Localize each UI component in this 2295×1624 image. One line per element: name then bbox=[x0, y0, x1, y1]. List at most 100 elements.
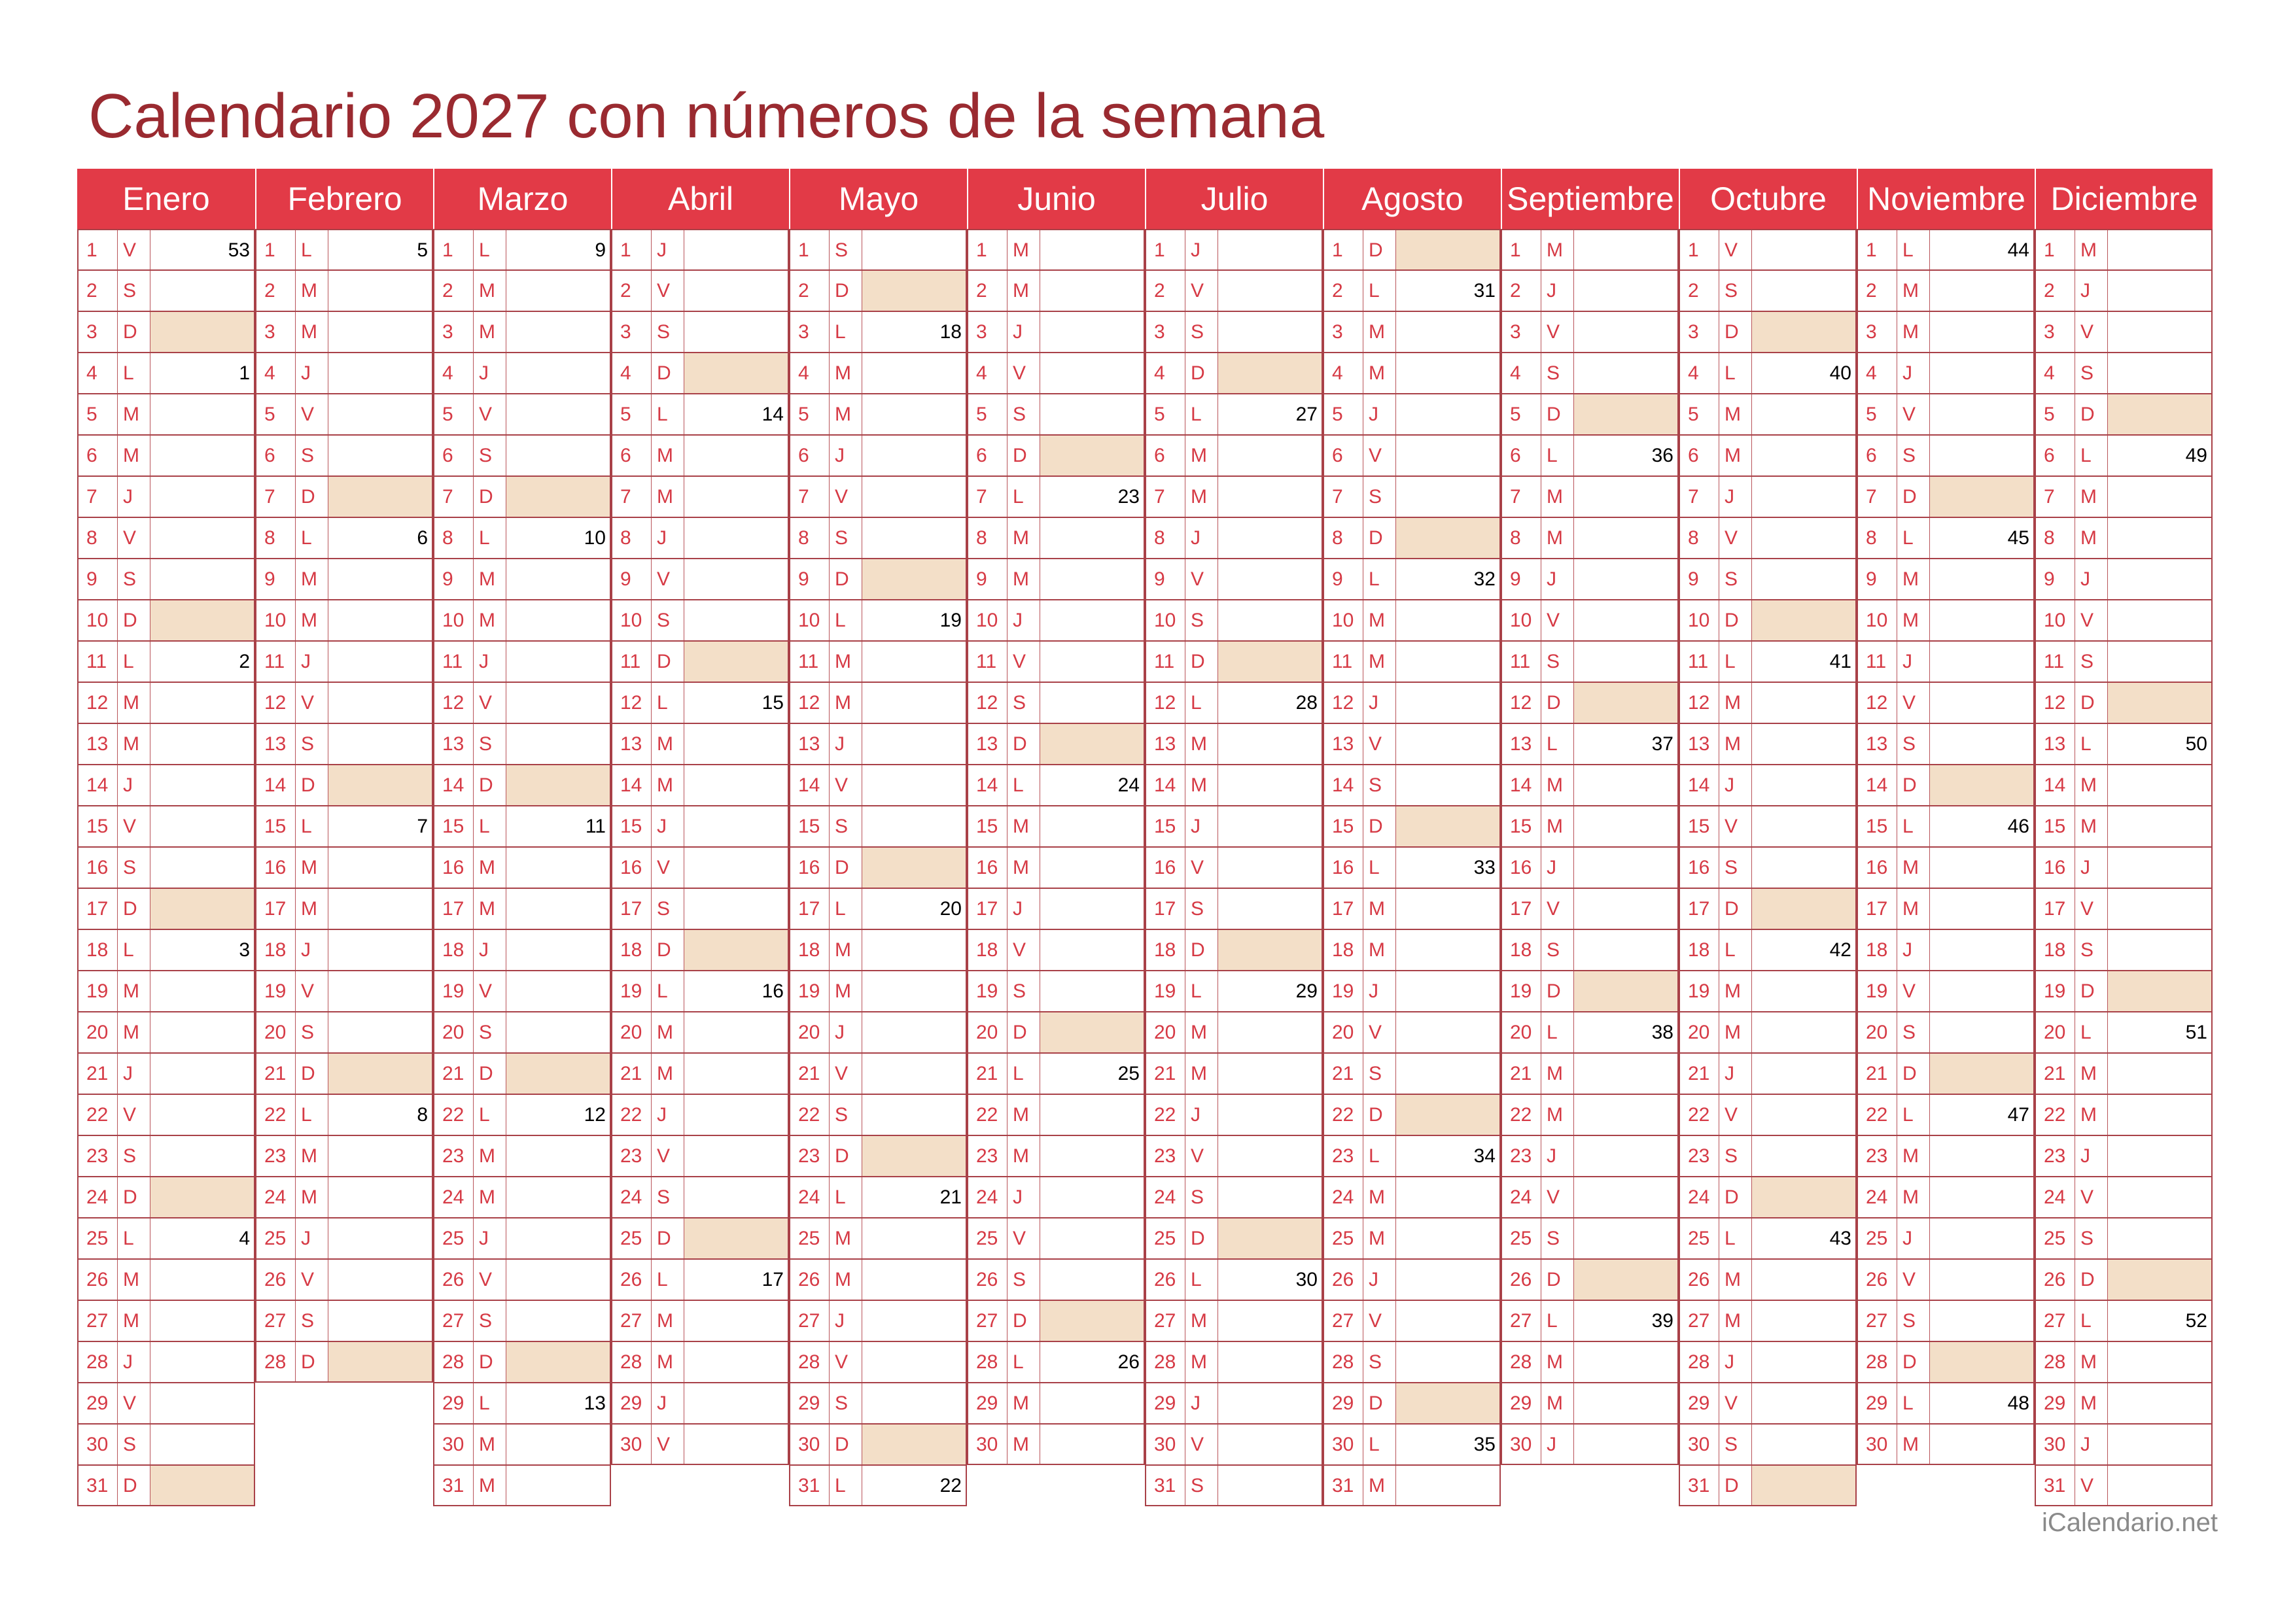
day-number: 2 bbox=[1858, 271, 1897, 311]
day-row: 30 V bbox=[1145, 1424, 1323, 1465]
weekday-letter: M bbox=[1897, 1136, 1930, 1176]
weekday-letter: M bbox=[474, 271, 506, 311]
day-row: 29 V bbox=[77, 1383, 255, 1424]
day-number: 9 bbox=[790, 559, 830, 599]
weekday-letter: D bbox=[830, 1136, 862, 1176]
day-row: 16 S bbox=[77, 847, 255, 888]
day-row: 26 J bbox=[1323, 1259, 1501, 1300]
weekday-letter: M bbox=[2075, 477, 2108, 517]
day-number: 4 bbox=[612, 353, 652, 393]
day-number: 29 bbox=[1146, 1383, 1185, 1423]
day-row: 24 M bbox=[1323, 1177, 1501, 1218]
day-number: 17 bbox=[1502, 889, 1541, 929]
week-number bbox=[506, 394, 610, 434]
week-number bbox=[1752, 1095, 1855, 1135]
day-number: 15 bbox=[434, 806, 474, 846]
week-number bbox=[506, 1342, 610, 1382]
day-number: 20 bbox=[1146, 1012, 1185, 1052]
day-row: 23 M bbox=[1857, 1135, 2035, 1177]
weekday-letter: L bbox=[474, 1095, 506, 1135]
day-row: 15 M bbox=[1501, 806, 1679, 847]
day-row: 17 S bbox=[611, 888, 789, 929]
week-number: 28 bbox=[1295, 692, 1318, 714]
weekday-letter: M bbox=[474, 848, 506, 888]
day-number: 16 bbox=[256, 848, 296, 888]
week-number bbox=[1752, 230, 1855, 269]
day-row: 21 D bbox=[1857, 1053, 2035, 1094]
weekday-letter: D bbox=[118, 600, 150, 640]
day-number: 7 bbox=[1146, 477, 1185, 517]
day-number: 20 bbox=[1502, 1012, 1541, 1052]
day-row: 13 D bbox=[967, 723, 1145, 765]
day-number: 5 bbox=[434, 394, 474, 434]
day-number: 23 bbox=[1324, 1136, 1363, 1176]
weekday-letter: V bbox=[1897, 394, 1930, 434]
weekday-letter: V bbox=[2075, 1177, 2108, 1217]
day-number: 14 bbox=[79, 765, 118, 805]
weekday-letter: V bbox=[1185, 1136, 1218, 1176]
weekday-letter: M bbox=[296, 1136, 328, 1176]
day-row: 20 L 51 bbox=[2035, 1012, 2213, 1053]
week-number bbox=[684, 559, 788, 599]
week-number bbox=[2108, 642, 2211, 682]
day-row: 12 V bbox=[255, 682, 433, 723]
day-number: 6 bbox=[79, 436, 118, 475]
day-row: 22 L 47 bbox=[1857, 1094, 2035, 1135]
day-number: 10 bbox=[2036, 600, 2075, 640]
day-number: 26 bbox=[434, 1260, 474, 1300]
weekday-letter: L bbox=[1897, 518, 1930, 558]
weekday-letter: M bbox=[474, 1177, 506, 1217]
weekday-letter: V bbox=[1363, 724, 1396, 764]
day-row: 12 D bbox=[2035, 682, 2213, 723]
weekday-letter: M bbox=[1363, 1177, 1396, 1217]
week-number bbox=[328, 889, 432, 929]
week-number bbox=[1218, 889, 1322, 929]
weekday-letter: S bbox=[652, 889, 684, 929]
weekday-letter: M bbox=[1363, 353, 1396, 393]
day-number: 29 bbox=[434, 1383, 474, 1423]
weekday-letter: D bbox=[1007, 436, 1040, 475]
weekday-letter: M bbox=[1897, 1425, 1930, 1464]
week-number bbox=[1930, 683, 2033, 723]
day-number: 24 bbox=[1324, 1177, 1363, 1217]
weekday-letter: L bbox=[296, 230, 328, 269]
week-number bbox=[2108, 600, 2211, 640]
day-row: 19 D bbox=[2035, 971, 2213, 1012]
day-number: 14 bbox=[256, 765, 296, 805]
week-number bbox=[684, 642, 788, 682]
day-number: 5 bbox=[256, 394, 296, 434]
day-number: 21 bbox=[1858, 1054, 1897, 1094]
weekday-letter: S bbox=[2075, 353, 2108, 393]
weekday-letter: S bbox=[1007, 394, 1040, 434]
day-number: 19 bbox=[790, 971, 830, 1011]
week-number bbox=[1040, 1177, 1144, 1217]
day-number: 27 bbox=[612, 1301, 652, 1341]
weekday-letter: V bbox=[1363, 436, 1396, 475]
day-number: 12 bbox=[2036, 683, 2075, 723]
day-row: 18 J bbox=[433, 929, 611, 971]
day-number: 20 bbox=[1324, 1012, 1363, 1052]
weekday-letter: V bbox=[118, 230, 150, 269]
day-row: 10 S bbox=[611, 600, 789, 641]
week-number bbox=[1574, 353, 1677, 393]
day-number: 30 bbox=[790, 1425, 830, 1464]
weekday-letter: L bbox=[1897, 230, 1930, 269]
day-number: 6 bbox=[434, 436, 474, 475]
month-header: Junio bbox=[967, 169, 1145, 229]
weekday-letter: L bbox=[1541, 1301, 1574, 1341]
day-row: 23 L 34 bbox=[1323, 1135, 1501, 1177]
week-number bbox=[1040, 806, 1144, 846]
day-row: 29 L 48 bbox=[1857, 1383, 2035, 1424]
day-number: 22 bbox=[1858, 1095, 1897, 1135]
week-number bbox=[684, 1095, 788, 1135]
day-number: 22 bbox=[256, 1095, 296, 1135]
day-number: 31 bbox=[434, 1466, 474, 1505]
day-number: 13 bbox=[1146, 724, 1185, 764]
day-number: 30 bbox=[434, 1425, 474, 1464]
day-row: 28 S bbox=[1323, 1341, 1501, 1383]
week-number bbox=[328, 1301, 432, 1341]
week-number: 37 bbox=[1651, 733, 1673, 755]
